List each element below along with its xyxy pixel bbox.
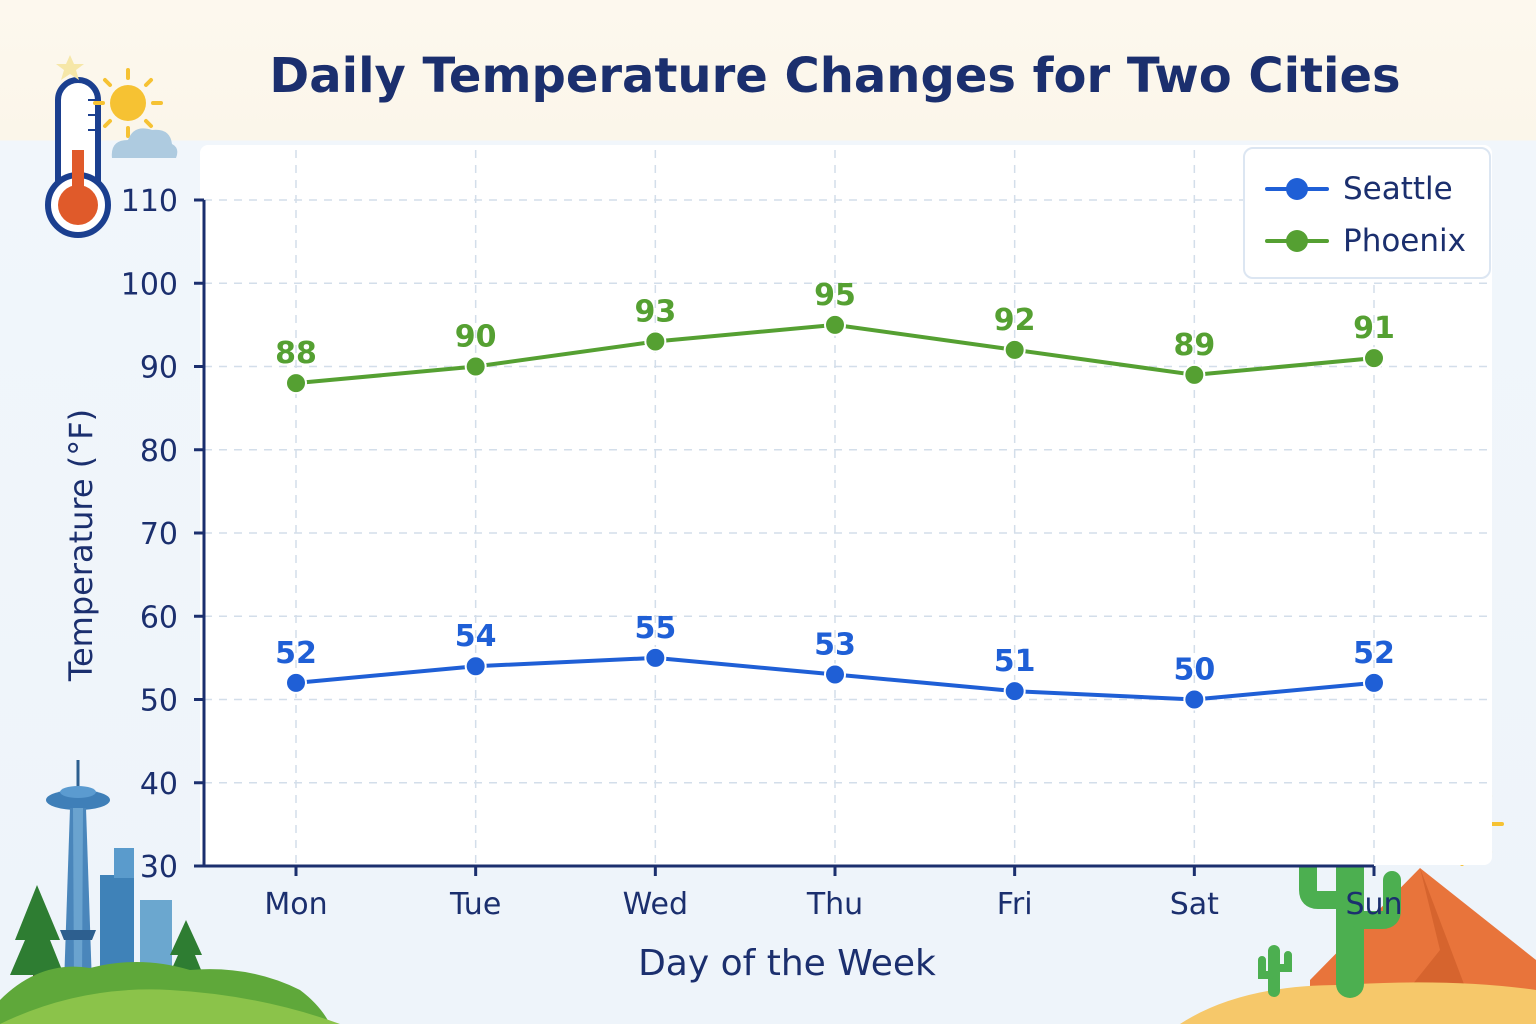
cactus-icon xyxy=(1258,830,1401,998)
sun-cloud-icon xyxy=(93,68,178,158)
legend-swatch-phoenix xyxy=(1265,221,1329,261)
y-axis-label: Temperature (°F) xyxy=(62,409,100,682)
y-tick-label: 80 xyxy=(140,434,178,469)
data-label-seattle: 54 xyxy=(455,619,497,654)
y-tick-label: 30 xyxy=(140,850,178,885)
x-tick-label: Sat xyxy=(1170,887,1219,922)
legend-label-phoenix: Phoenix xyxy=(1343,223,1466,259)
y-tick-label: 100 xyxy=(121,267,178,302)
data-label-seattle: 50 xyxy=(1173,653,1215,688)
y-tick-label: 110 xyxy=(121,184,178,219)
data-label-seattle: 52 xyxy=(1353,636,1395,671)
data-label-phoenix: 90 xyxy=(455,320,497,355)
data-label-phoenix: 93 xyxy=(634,295,676,330)
data-point-phoenix xyxy=(1003,338,1026,361)
data-point-phoenix xyxy=(644,330,667,353)
data-point-phoenix xyxy=(285,372,307,395)
data-point-phoenix xyxy=(1363,347,1385,370)
y-tick-label: 90 xyxy=(140,351,178,386)
thermometer-icon xyxy=(45,55,111,238)
x-tick-label: Tue xyxy=(449,887,501,922)
x-tick-label: Thu xyxy=(806,887,863,922)
data-point-seattle xyxy=(1003,680,1026,703)
data-point-phoenix xyxy=(464,355,487,378)
x-tick-label: Mon xyxy=(264,887,327,922)
data-label-phoenix: 91 xyxy=(1353,311,1395,346)
data-label-seattle: 51 xyxy=(994,644,1036,679)
chart-title: Daily Temperature Changes for Two Cities xyxy=(269,48,1401,104)
x-axis-label: Day of the Week xyxy=(638,943,936,984)
data-point-seattle xyxy=(464,655,487,678)
x-tick-label: Wed xyxy=(623,887,688,922)
data-label-seattle: 53 xyxy=(814,628,856,663)
legend-item-phoenix: Phoenix xyxy=(1265,221,1466,261)
data-label-phoenix: 88 xyxy=(275,336,317,371)
x-tick-label: Sun xyxy=(1345,887,1402,922)
desert-mountain-icon xyxy=(1310,868,1536,1000)
data-point-seattle xyxy=(285,671,307,694)
data-label-phoenix: 92 xyxy=(994,303,1036,338)
legend-label-seattle: Seattle xyxy=(1343,171,1453,207)
data-point-phoenix xyxy=(1183,363,1206,386)
data-point-phoenix xyxy=(824,313,846,336)
legend-swatch-seattle xyxy=(1265,169,1329,209)
data-point-seattle xyxy=(1183,688,1206,711)
y-tick-label: 50 xyxy=(140,684,178,719)
legend-item-seattle: Seattle xyxy=(1265,169,1453,209)
data-point-seattle xyxy=(644,646,667,669)
x-tick-label: Fri xyxy=(997,887,1033,922)
data-point-seattle xyxy=(1363,671,1385,694)
data-label-seattle: 52 xyxy=(275,636,317,671)
data-label-seattle: 55 xyxy=(634,611,676,646)
data-point-seattle xyxy=(824,663,846,686)
legend: Seattle Phoenix xyxy=(1243,147,1491,279)
data-label-phoenix: 89 xyxy=(1173,328,1215,363)
data-label-phoenix: 95 xyxy=(814,278,856,313)
y-tick-label: 40 xyxy=(140,767,178,802)
y-tick-label: 60 xyxy=(140,600,178,635)
y-tick-label: 70 xyxy=(140,517,178,552)
